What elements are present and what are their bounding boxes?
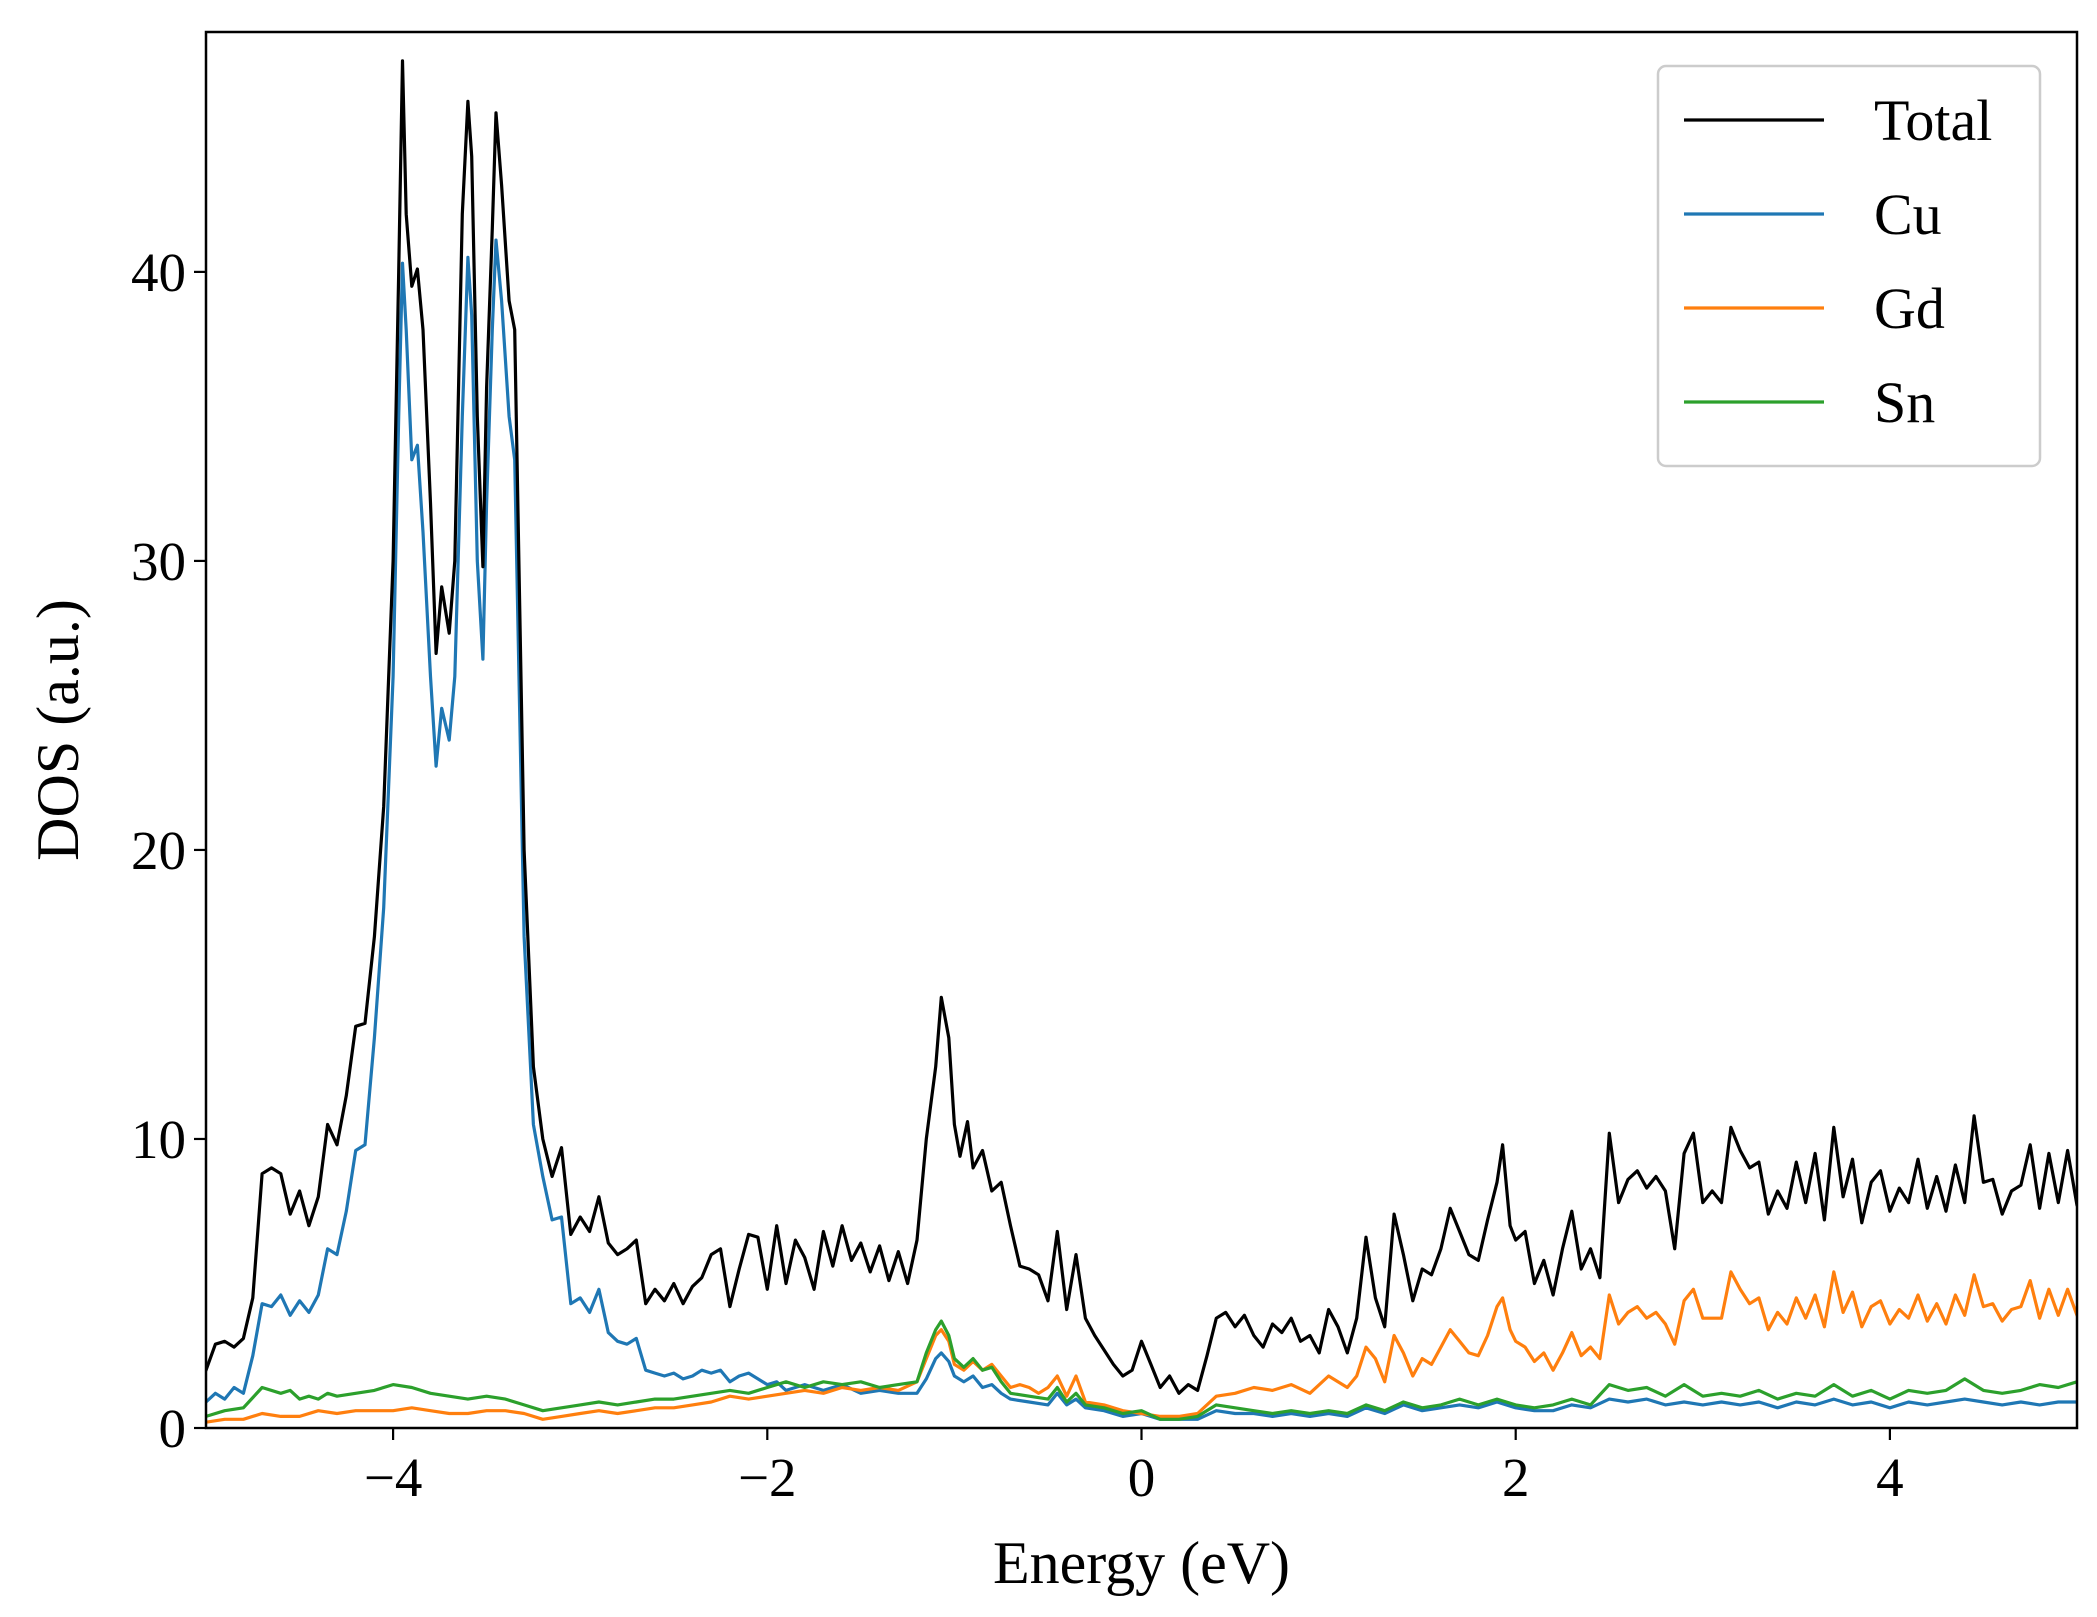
x-tick-label: −4 bbox=[364, 1447, 423, 1508]
x-tick-label: 4 bbox=[1876, 1447, 1904, 1508]
series-line-gd bbox=[206, 1270, 2077, 1424]
series-layer bbox=[206, 59, 2077, 1424]
x-axis-label: Energy (eV) bbox=[993, 1530, 1290, 1596]
y-tick-label: 30 bbox=[131, 531, 186, 592]
x-tick-label: 0 bbox=[1128, 1447, 1156, 1508]
legend-label-gd: Gd bbox=[1874, 276, 1945, 341]
y-tick-label: 10 bbox=[131, 1109, 186, 1170]
legend-label-cu: Cu bbox=[1874, 182, 1942, 247]
plot-frame bbox=[204, 30, 2079, 1430]
series-line-sn bbox=[206, 1319, 2077, 1421]
series-line-total bbox=[206, 59, 2077, 1395]
y-tick-label: 20 bbox=[131, 820, 186, 881]
x-tick-label: −2 bbox=[738, 1447, 797, 1508]
x-tick-label: 2 bbox=[1502, 1447, 1530, 1508]
y-axis-label: DOS (a.u.) bbox=[25, 599, 91, 861]
y-tick-label: 40 bbox=[131, 242, 186, 303]
legend-label-total: Total bbox=[1874, 88, 1992, 153]
legend-label-sn: Sn bbox=[1874, 370, 1935, 435]
legend: Total Cu Gd Sn bbox=[1656, 64, 2042, 468]
y-tick-label: 0 bbox=[159, 1398, 187, 1459]
legend-box bbox=[1656, 64, 2042, 468]
